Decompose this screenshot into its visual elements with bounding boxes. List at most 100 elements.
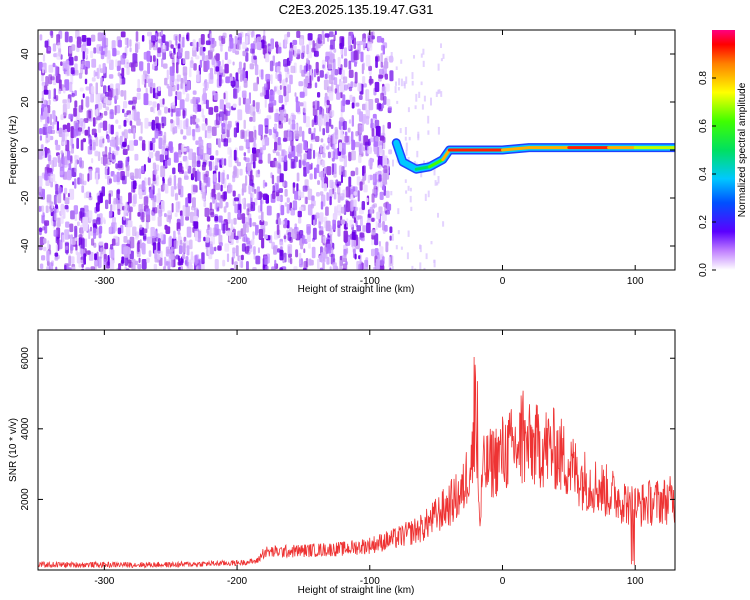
noise-cell bbox=[269, 90, 275, 101]
noise-cell bbox=[298, 143, 303, 154]
noise-cell bbox=[64, 197, 70, 205]
noise-cell bbox=[102, 120, 108, 131]
noise-cell bbox=[315, 135, 320, 142]
noise-cell bbox=[301, 52, 304, 60]
noise-cell bbox=[375, 136, 380, 142]
x-tick-label: -200 bbox=[227, 576, 247, 587]
noise-cell bbox=[86, 250, 91, 255]
noise-cell bbox=[65, 221, 70, 228]
noise-cell bbox=[306, 148, 312, 160]
noise-cell bbox=[95, 93, 101, 104]
noise-cell bbox=[313, 219, 316, 226]
signal-segment bbox=[401, 160, 418, 171]
noise-cell bbox=[120, 31, 126, 38]
noise-cell bbox=[226, 253, 230, 263]
noise-cell bbox=[340, 91, 343, 99]
noise-cell bbox=[112, 48, 117, 57]
noise-cell bbox=[47, 240, 50, 249]
noise-cell bbox=[47, 167, 52, 173]
noise-cell bbox=[277, 46, 282, 54]
noise-cell bbox=[83, 65, 87, 70]
snr-panel: -300 -200 -100 0 100 2000 4000 6000 Height of s… bbox=[8, 329, 676, 596]
noise-cell bbox=[209, 202, 213, 211]
noise-cell bbox=[100, 52, 105, 60]
noise-cell bbox=[38, 205, 41, 213]
noise-cell bbox=[440, 43, 442, 48]
noise-cell bbox=[237, 193, 241, 205]
noise-cell bbox=[363, 38, 366, 47]
noise-cell bbox=[113, 150, 119, 156]
noise-cell bbox=[232, 103, 237, 108]
signal-segment bbox=[441, 148, 451, 162]
noise-cell bbox=[54, 65, 58, 76]
noise-cell bbox=[235, 245, 239, 257]
noise-cell bbox=[123, 101, 128, 109]
noise-cell bbox=[129, 236, 135, 249]
noise-cell bbox=[245, 139, 250, 149]
noise-cell bbox=[276, 66, 281, 73]
noise-cell bbox=[302, 185, 308, 192]
noise-cell bbox=[198, 258, 202, 270]
noise-cell bbox=[72, 181, 75, 186]
noise-cell bbox=[437, 127, 440, 135]
noise-cell bbox=[85, 60, 90, 69]
noise-cell bbox=[442, 53, 445, 59]
noise-cell bbox=[317, 156, 322, 166]
noise-cell bbox=[252, 100, 256, 107]
noise-cell bbox=[291, 228, 297, 240]
noise-cell bbox=[230, 80, 236, 87]
noise-cell bbox=[147, 177, 151, 186]
noise-cell bbox=[333, 34, 336, 42]
noise-cell bbox=[150, 106, 154, 113]
noise-cell bbox=[75, 250, 79, 256]
noise-cell bbox=[350, 32, 354, 41]
noise-cell bbox=[83, 192, 87, 199]
noise-cell bbox=[282, 180, 286, 187]
noise-cell bbox=[322, 152, 326, 158]
noise-cell bbox=[99, 94, 103, 101]
noise-cell bbox=[99, 122, 104, 128]
noise-cell bbox=[184, 171, 188, 179]
noise-cell bbox=[132, 226, 137, 237]
noise-cell bbox=[141, 212, 145, 223]
noise-cell bbox=[139, 224, 143, 230]
noise-cell bbox=[199, 59, 203, 68]
noise-cell bbox=[135, 43, 139, 53]
noise-cell bbox=[389, 255, 394, 267]
noise-cell bbox=[138, 189, 143, 200]
noise-cell bbox=[152, 162, 157, 170]
noise-cell bbox=[205, 55, 209, 61]
noise-cell bbox=[177, 91, 182, 100]
noise-cell bbox=[64, 229, 70, 240]
noise-cell bbox=[279, 241, 284, 250]
noise-cell bbox=[395, 81, 397, 86]
noise-cell bbox=[175, 192, 178, 201]
noise-cell bbox=[182, 82, 186, 95]
noise-cell bbox=[253, 55, 257, 60]
noise-cell bbox=[94, 253, 97, 261]
noise-cell bbox=[128, 128, 132, 134]
noise-cell bbox=[215, 183, 220, 191]
noise-cell bbox=[58, 79, 62, 92]
noise-cell bbox=[75, 244, 78, 251]
noise-cell bbox=[53, 194, 57, 205]
noise-cell bbox=[227, 120, 232, 128]
noise-cell bbox=[410, 206, 413, 211]
noise-cell bbox=[164, 160, 168, 168]
noise-cell bbox=[86, 37, 92, 46]
noise-cell bbox=[70, 67, 75, 75]
noise-cell bbox=[375, 125, 381, 137]
noise-cell bbox=[206, 216, 211, 222]
noise-cell bbox=[404, 127, 407, 135]
noise-cell bbox=[231, 256, 234, 265]
noise-cell bbox=[78, 234, 83, 239]
noise-cell bbox=[223, 158, 227, 166]
noise-cell bbox=[242, 41, 247, 50]
noise-cell bbox=[263, 256, 269, 265]
noise-cell bbox=[172, 167, 176, 175]
noise-cell bbox=[245, 175, 248, 186]
noise-cell bbox=[265, 73, 271, 82]
noise-cell bbox=[329, 179, 334, 189]
noise-cell bbox=[306, 161, 310, 174]
noise-cell bbox=[162, 98, 165, 105]
